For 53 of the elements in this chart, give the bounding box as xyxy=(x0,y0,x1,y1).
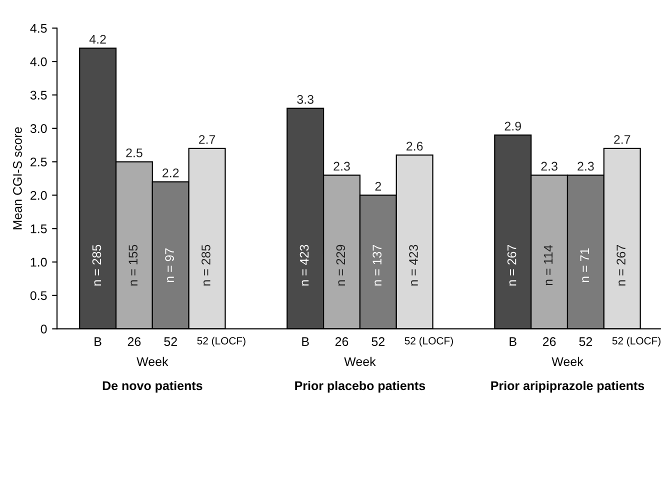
y-tick-label: 2.5 xyxy=(30,158,47,166)
data-label: 4.2 xyxy=(89,34,106,44)
series-label: 26 xyxy=(128,337,141,346)
text: Week xyxy=(344,356,376,366)
series-label: 52 (LOCF) xyxy=(197,336,246,347)
annotation: n = 267 xyxy=(616,244,626,286)
y-tick-label: 4.5 xyxy=(30,24,47,33)
text: B xyxy=(302,337,309,346)
y-tick-label: 3.0 xyxy=(30,124,47,134)
annotation: n = 285 xyxy=(202,244,210,286)
text: Week xyxy=(552,356,584,366)
annotation: n = 114 xyxy=(544,245,553,286)
data-label: 2.6 xyxy=(406,142,423,151)
y-tick-label: 3.5 xyxy=(30,90,47,100)
text: 52 xyxy=(579,337,592,346)
x-tick-label: De novo patients xyxy=(102,380,202,393)
text: 52 (LOCF) xyxy=(612,336,660,347)
y-axis-title: Mean CGI-S score xyxy=(13,127,22,230)
annotation: n = 423 xyxy=(409,244,418,286)
annotation: n = 285 xyxy=(92,244,102,286)
text: B xyxy=(510,337,516,346)
x-axis-title: Week xyxy=(136,356,168,366)
annotation: n = 267 xyxy=(507,244,516,286)
y-tick-label: 0.5 xyxy=(30,291,47,300)
y-tick-label: 1.0 xyxy=(30,258,47,267)
annotation: n = 137 xyxy=(372,244,382,286)
data-label: 3.3 xyxy=(297,94,314,104)
y-tick-label: 4.0 xyxy=(30,57,47,66)
data-label: 2 xyxy=(375,182,382,191)
annotation: n = 71 xyxy=(580,248,589,282)
y-tick-label: 2.0 xyxy=(30,190,47,200)
text: 26 xyxy=(335,337,348,346)
data-label: 2.5 xyxy=(126,148,142,158)
y-tick-label: 0 xyxy=(40,324,47,334)
annotation: n = 155 xyxy=(128,244,138,286)
series-label: 52 xyxy=(164,337,177,346)
data-label: 2.3 xyxy=(541,162,558,171)
text: 26 xyxy=(542,337,556,346)
data-label: 2.3 xyxy=(578,162,594,171)
series-label: B xyxy=(94,337,102,346)
annotation: n = 229 xyxy=(336,244,346,286)
y-tick-label: 1.5 xyxy=(30,224,47,234)
annotation: n = 423 xyxy=(300,244,309,286)
data-label: 2.7 xyxy=(614,135,630,144)
x-tick-label: Prior placebo patients xyxy=(295,380,426,393)
data-label: 2.7 xyxy=(198,135,216,144)
data-label: 2.2 xyxy=(162,168,179,178)
data-label: 2.9 xyxy=(504,122,521,131)
x-tick-label: Prior aripiprazole patients xyxy=(491,380,644,393)
text: 52 xyxy=(372,337,384,346)
data-label: 2.3 xyxy=(334,162,350,171)
annotation: n = 97 xyxy=(165,248,174,282)
text: 52 (LOCF) xyxy=(404,336,453,347)
